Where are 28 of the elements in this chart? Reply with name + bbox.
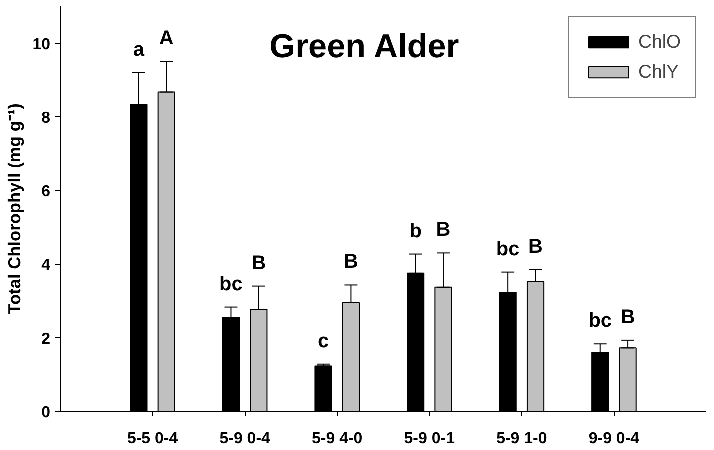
x-tick-label: 9-9 0-4 [588,430,640,448]
annotation: B [252,252,266,274]
x-tick-label: 5-5 0-4 [127,430,178,448]
y-tick-label: 8 [42,110,51,127]
x-tick-label: 5-9 0-1 [404,430,456,448]
y-axis-title: Total Chlorophyll (mg g⁻¹) [4,104,25,314]
annotation: c [318,330,330,352]
y-tick-label: 2 [42,330,51,348]
annotation: bc [220,273,243,296]
y-tick-label: 6 [42,184,51,201]
annotation: B [528,236,544,258]
annotation: A [159,28,174,50]
annotation: B [620,306,636,328]
y-tick-label: 10 [32,36,51,54]
annotation: a [133,38,146,61]
annotation: bc [588,310,612,332]
y-tick-label: 4 [42,257,51,274]
x-tick-label: 5-9 0-4 [220,430,271,448]
annotation: B [436,219,451,242]
y-tick-label: 0 [42,404,51,422]
text: Green Alder [270,28,460,66]
x-tick-label: 5-9 1-0 [496,430,548,448]
legend-label: ChlY [638,61,679,83]
x-tick-label: 5-9 4-0 [312,430,363,448]
annotation: b [410,220,422,242]
annotation: bc [496,238,520,260]
annotation: B [344,251,358,274]
legend-label: ChlO [638,31,681,53]
